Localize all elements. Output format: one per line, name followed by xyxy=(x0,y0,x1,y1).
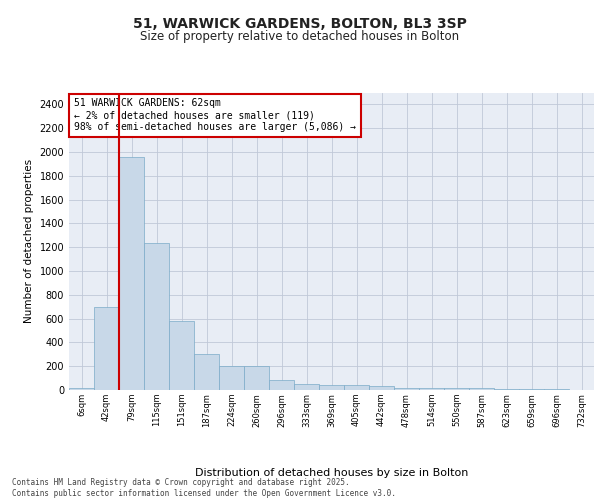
Bar xyxy=(269,380,294,390)
Text: Size of property relative to detached houses in Bolton: Size of property relative to detached ho… xyxy=(140,30,460,43)
X-axis label: Distribution of detached houses by size in Bolton: Distribution of detached houses by size … xyxy=(195,468,468,478)
Text: 51, WARWICK GARDENS, BOLTON, BL3 3SP: 51, WARWICK GARDENS, BOLTON, BL3 3SP xyxy=(133,18,467,32)
Bar xyxy=(369,386,394,390)
Bar xyxy=(294,384,319,390)
Bar xyxy=(144,243,169,390)
Text: 51 WARWICK GARDENS: 62sqm
← 2% of detached houses are smaller (119)
98% of semi-: 51 WARWICK GARDENS: 62sqm ← 2% of detach… xyxy=(74,98,356,132)
Bar xyxy=(69,388,94,390)
Bar xyxy=(119,157,144,390)
Bar xyxy=(194,354,219,390)
Bar xyxy=(394,388,419,390)
Bar xyxy=(444,388,469,390)
Y-axis label: Number of detached properties: Number of detached properties xyxy=(24,159,34,324)
Bar xyxy=(469,388,494,390)
Bar xyxy=(419,388,444,390)
Bar xyxy=(244,366,269,390)
Bar xyxy=(344,386,369,390)
Bar xyxy=(319,386,344,390)
Bar xyxy=(94,306,119,390)
Text: Contains HM Land Registry data © Crown copyright and database right 2025.
Contai: Contains HM Land Registry data © Crown c… xyxy=(12,478,396,498)
Bar xyxy=(169,321,194,390)
Bar xyxy=(219,366,244,390)
